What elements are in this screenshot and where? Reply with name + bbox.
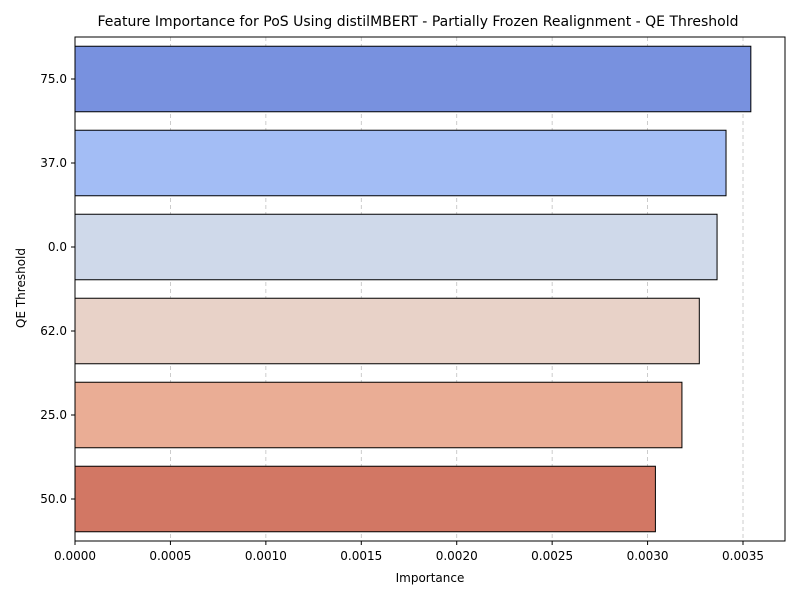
x-tick-label: 0.0005 (149, 549, 191, 563)
y-tick-label: 62.0 (40, 324, 67, 338)
x-tick-label: 0.0015 (340, 549, 382, 563)
bar-50.0 (74, 465, 656, 533)
chart-title: Feature Importance for PoS Using distilM… (98, 14, 739, 30)
bars (74, 45, 752, 533)
bar-0.0 (74, 213, 718, 281)
y-tick-label: 75.0 (40, 72, 67, 86)
bar-37.0 (74, 129, 727, 197)
y-axis-label: QE Threshold (14, 248, 28, 328)
y-tick-label: 0.0 (48, 240, 67, 254)
bar-62.0 (74, 297, 700, 365)
plot-frame (74, 36, 786, 542)
x-tick-label: 0.0020 (436, 549, 478, 563)
axes: 75.0 37.0 0.0 62.0 25.0 50.0 0.0000 0.0005 0.001… (40, 36, 786, 563)
x-tick-label: 0.0030 (627, 549, 669, 563)
y-tick-label: 37.0 (40, 156, 67, 170)
x-tick-label: 0.0035 (722, 549, 764, 563)
x-tick-label: 0.0025 (531, 549, 573, 563)
x-tick-label: 0.0010 (245, 549, 287, 563)
bar-75.0 (74, 45, 752, 113)
grid-lines (74, 37, 744, 541)
y-tick-label: 50.0 (40, 492, 67, 506)
x-axis-label: Importance (396, 571, 465, 585)
x-tick-label: 0.0000 (54, 549, 96, 563)
bar-25.0 (74, 381, 683, 449)
y-tick-label: 25.0 (40, 408, 67, 422)
